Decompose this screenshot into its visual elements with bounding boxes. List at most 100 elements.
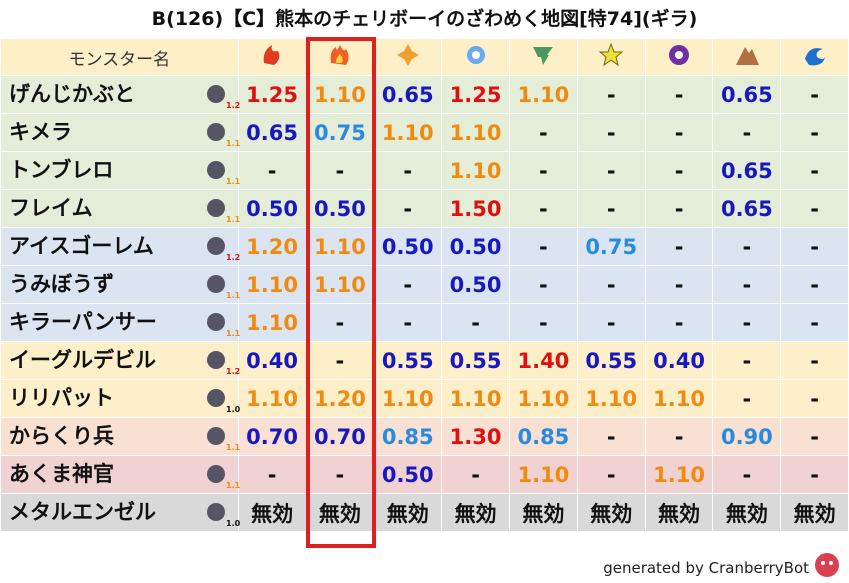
value-cell: - (780, 455, 849, 494)
value-cell: - (780, 265, 849, 304)
monster-icon (207, 465, 225, 483)
monster-icon (207, 503, 225, 521)
value-cell: - (644, 189, 714, 228)
value-cell: - (780, 303, 849, 342)
name-cell: フレイム 1.1 (0, 189, 240, 228)
monster-row: イーグルデビル 1.2 0.40-0.55 0.55 1.40 0.55 0.40- - (0, 341, 849, 380)
monster-row: からくり兵 1.1 0.70 0.70 0.85 1.30 0.85- -0.90- (0, 417, 849, 456)
name-cell: げんじかぶと 1.2 (0, 75, 240, 114)
value-cell: 1.10 (441, 113, 510, 152)
value-cell: - (644, 227, 714, 266)
value-cell: 1.10 (576, 379, 646, 418)
value-cell: - (780, 379, 849, 418)
element-icon (735, 46, 759, 65)
monster-name: キメラ (9, 120, 72, 144)
value-cell: 0.70 (237, 417, 307, 456)
monster-icon (207, 275, 225, 293)
value-cell: 1.25 (237, 75, 307, 114)
value-cell: 0.85 (508, 417, 578, 456)
value-cell: 0.55 (441, 341, 510, 380)
value-cell: 1.50 (441, 189, 510, 228)
monster-name: フレイム (9, 196, 93, 220)
name-cell: リリパット 1.0 (0, 379, 241, 418)
size-label: 1.1 (226, 329, 241, 338)
monster-name: アイスゴーレム (9, 234, 154, 258)
value-cell: - (780, 75, 849, 114)
value-cell: 0.70 (305, 417, 375, 456)
value-cell: - (508, 189, 578, 228)
value-cell: 1.10 (373, 379, 443, 418)
monster-name: キラーパンサー (9, 310, 157, 334)
value-cell: 0.65 (373, 75, 443, 114)
value-cell: 1.10 (237, 265, 307, 304)
element-icon-cell (305, 38, 375, 76)
element-icon-cell (780, 38, 849, 76)
value-cell: 1.10 (508, 75, 578, 114)
value-cell: - (576, 151, 646, 190)
value-cell: 0.55 (576, 341, 646, 380)
size-label: 1.2 (226, 367, 241, 376)
monster-row: メタルエンゼル 1.0 無効 無効 無効 無効 無効 無効 無効 無効 無効 (0, 493, 849, 532)
size-label: 1.2 (226, 253, 241, 262)
element-icon (396, 43, 419, 66)
value-cell: - (373, 265, 443, 304)
value-cell: - (508, 113, 578, 152)
value-cell: 1.10 (237, 303, 307, 342)
value-cell: 1.10 (644, 379, 714, 418)
monster-icon (207, 161, 225, 179)
monster-row: リリパット 1.0 1.10 1.20 1.10 1.10 1.10 1.10 1.10- - (0, 379, 849, 418)
value-cell: - (644, 265, 714, 304)
value-cell: 無効 (644, 493, 714, 532)
name-cell: あくま神官 1.1 (0, 455, 240, 494)
value-cell: 無効 (712, 493, 782, 532)
value-cell: - (712, 341, 782, 380)
value-cell: 0.50 (237, 189, 307, 228)
value-cell: - (712, 455, 782, 494)
value-cell: - (373, 303, 443, 342)
element-icon (330, 44, 349, 65)
monster-row: フレイム 1.1 0.50 0.50-1.50- - -0.65- (0, 189, 849, 228)
element-icon-cell (441, 38, 510, 76)
value-cell: 無効 (576, 493, 646, 532)
name-cell: メタルエンゼル 1.0 (0, 493, 240, 532)
value-cell: 0.75 (576, 227, 646, 266)
highlight-column (306, 37, 376, 548)
monster-name: からくり兵 (9, 424, 114, 448)
title: B(126)【C】熊本のチェリボーイのざわめく地図[特74](ギラ) (151, 8, 698, 30)
element-icon (669, 44, 690, 65)
value-cell: - (644, 417, 714, 456)
value-cell: - (780, 113, 849, 152)
value-cell: - (780, 151, 849, 190)
size-label: 1.1 (226, 443, 241, 452)
element-icon (533, 46, 554, 65)
value-cell: 0.40 (237, 341, 307, 380)
header-row: モンスター名 (0, 38, 849, 76)
monster-icon (207, 389, 225, 407)
value-cell: - (576, 75, 646, 114)
size-label: 1.0 (226, 405, 241, 414)
value-cell: 0.75 (305, 113, 375, 152)
value-cell: 1.30 (441, 417, 510, 456)
value-cell: 0.55 (373, 341, 443, 380)
value-cell: - (780, 341, 849, 380)
value-cell: - (305, 455, 375, 494)
element-icon-cell (644, 38, 714, 76)
monster-icon (207, 351, 225, 369)
value-cell: - (576, 113, 646, 152)
value-cell: - (441, 303, 510, 342)
monster-row: アイスゴーレム 1.2 1.20 1.10 0.50 0.50-0.75- - - (0, 227, 849, 266)
value-cell: - (712, 303, 782, 342)
value-cell: 1.10 (508, 379, 578, 418)
size-label: 1.1 (226, 139, 241, 148)
value-cell: 1.10 (373, 113, 443, 152)
value-cell: - (373, 189, 443, 228)
value-cell: - (644, 75, 714, 114)
monster-row: キメラ 1.1 0.65 0.75 1.10 1.10- - - - - (0, 113, 849, 152)
value-cell: - (644, 113, 714, 152)
monster-row: キラーパンサー 1.1 1.10- - - - - - - - (0, 303, 849, 342)
value-cell: - (441, 455, 510, 494)
value-cell: - (644, 303, 714, 342)
value-cell: 0.65 (712, 75, 782, 114)
value-cell: 0.65 (237, 113, 307, 152)
monster-icon (207, 313, 225, 331)
